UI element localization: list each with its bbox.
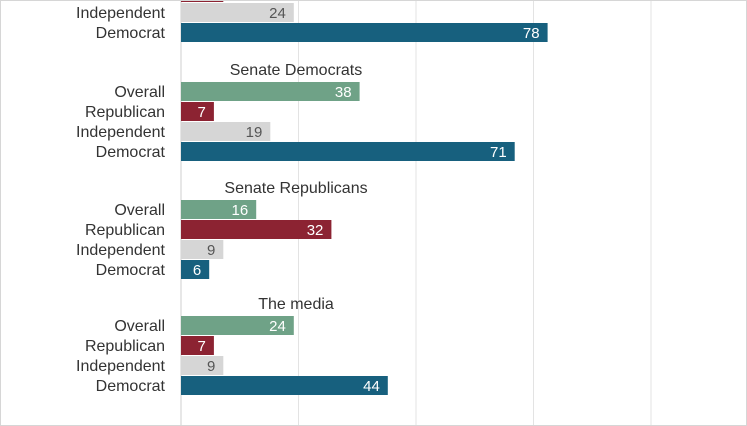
data-label: 24 [269,318,286,335]
category-label: Democrat [96,262,166,279]
bar [181,23,548,42]
bar [181,200,257,219]
category-label: Overall [114,318,165,335]
category-label: Democrat [96,378,166,395]
data-label: 71 [490,144,507,161]
bar [181,220,332,239]
bar [181,240,224,259]
data-label: 19 [246,124,263,141]
bar [181,142,515,161]
bar [181,1,224,2]
category-label: Independent [76,358,166,375]
bar [181,336,214,355]
group-title: Senate Democrats [230,62,363,79]
bar-group: The media Overall 24 Republican 7 Independent… [76,296,388,395]
data-label: 16 [232,202,249,219]
bar [181,316,294,335]
group-title: Senate Republicans [224,180,367,197]
bar [181,3,294,22]
data-label: 78 [523,25,540,42]
category-label: Independent [76,5,166,22]
category-label: Republican [85,104,165,121]
bar-group: 9 Independent 24 Democrat 78 [76,1,548,42]
data-label: 7 [198,104,206,121]
category-label: Democrat [96,144,166,161]
data-label: 9 [207,1,215,2]
bar [181,102,214,121]
data-label: 32 [307,222,324,239]
group-title: The media [258,296,334,313]
category-label: Independent [76,242,166,259]
bar [181,122,271,141]
bar [181,260,210,279]
data-label: 9 [207,242,215,259]
data-label: 6 [193,262,201,279]
bar [181,376,388,395]
category-label: Republican [85,222,165,239]
category-label: Independent [76,124,166,141]
data-label: 38 [335,84,352,101]
category-label: Democrat [96,25,166,42]
bar-group: Senate Republicans Overall 16 Republican 32 I… [76,180,368,279]
bar [181,356,224,375]
data-label: 9 [207,358,215,375]
data-label: 7 [198,338,206,355]
category-label: Overall [114,202,165,219]
data-label: 24 [269,5,286,22]
bar [181,82,360,101]
category-label: Republican [85,338,165,355]
bar-group: Senate Democrats Overall 38 Republican 7 Inde… [76,62,515,161]
data-label: 44 [363,378,380,395]
category-label: Overall [114,84,165,101]
